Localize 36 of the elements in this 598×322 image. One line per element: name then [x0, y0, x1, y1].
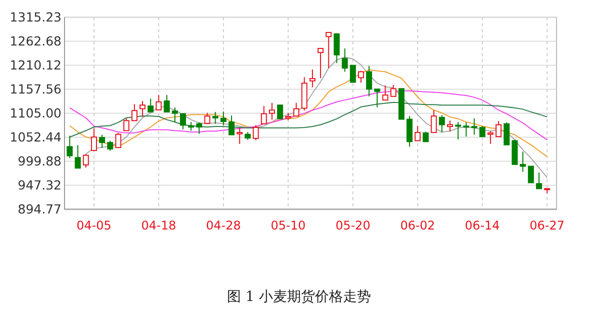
candlestick — [260, 105, 267, 124]
text: 图 1 小麦期货价格走势 — [227, 289, 371, 305]
candlestick — [236, 126, 243, 144]
x-tick-label: 06-02 — [400, 218, 436, 232]
candlestick — [536, 172, 542, 190]
y-tick-label: 1157.56 — [10, 82, 62, 97]
y-tick-label: 894.77 — [18, 202, 62, 217]
candlestick — [148, 98, 154, 112]
x-tick-label: 04-18 — [141, 218, 176, 232]
candlestick — [164, 94, 170, 112]
line-series — [69, 102, 548, 138]
candlestick — [382, 84, 388, 101]
candlestick — [74, 144, 81, 169]
candlestick — [309, 68, 316, 88]
y-tick-label: 947.32 — [18, 178, 62, 193]
line-series — [69, 69, 548, 158]
candlestick — [90, 128, 97, 152]
candlestick — [471, 118, 478, 136]
y-tick-label: 999.88 — [18, 154, 62, 169]
candlestick — [156, 94, 162, 110]
x-tick-label: 06-27 — [530, 218, 565, 232]
x-tick-label: 05-20 — [335, 218, 370, 232]
candlestick — [414, 126, 421, 142]
candlestick — [228, 115, 235, 136]
y-tick-label: 1262.68 — [10, 34, 62, 49]
y-tick-label: 1210.12 — [10, 58, 62, 73]
candlestick — [430, 110, 437, 133]
y-tick-label: 1105.00 — [10, 106, 62, 121]
x-tick-label: 04-05 — [76, 218, 112, 232]
x-tick-label: 06-14 — [464, 218, 500, 232]
candlestick — [131, 104, 138, 122]
x-tick-label: 05-10 — [270, 218, 306, 232]
y-tick-label: 1315.23 — [10, 10, 62, 25]
y-tick-label: 1052.44 — [10, 130, 62, 145]
x-tick-label: 04-28 — [206, 218, 241, 232]
candlestick — [520, 151, 526, 172]
